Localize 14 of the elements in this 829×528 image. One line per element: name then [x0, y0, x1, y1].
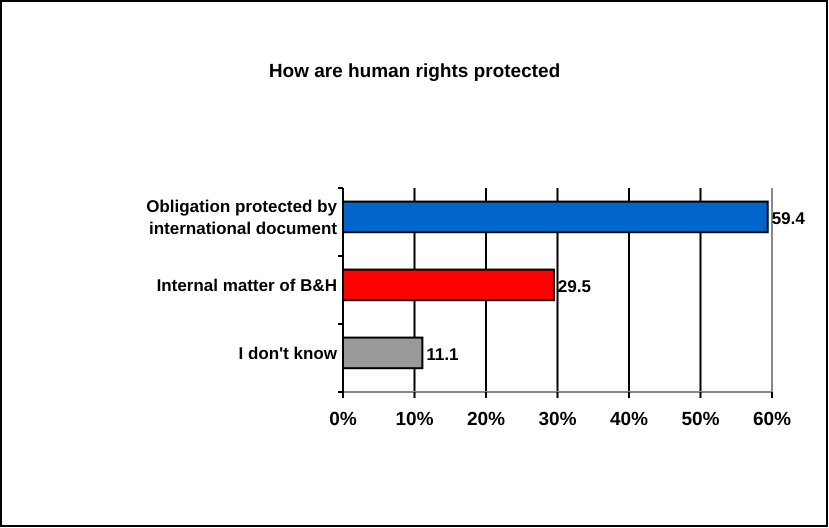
- y-tick-label: Internal matter of B&H: [156, 276, 337, 295]
- chart-title: How are human rights protected: [268, 61, 560, 82]
- x-tick-label: 50%: [681, 409, 720, 430]
- x-tick-label: 30%: [538, 409, 577, 430]
- y-tick-label: I don't know: [238, 344, 338, 363]
- x-tick-label: 20%: [466, 409, 506, 430]
- x-tick-label: 10%: [395, 409, 434, 430]
- data-label: 59.4: [772, 208, 806, 228]
- data-label: 11.1: [426, 344, 459, 364]
- x-tick-label: 40%: [610, 409, 648, 430]
- x-tick-label: 0%: [329, 409, 357, 430]
- x-tick-label: 60%: [752, 409, 792, 430]
- data-label: 29.5: [558, 276, 592, 296]
- y-tick-label: Obligation protected by international document: [146, 196, 338, 238]
